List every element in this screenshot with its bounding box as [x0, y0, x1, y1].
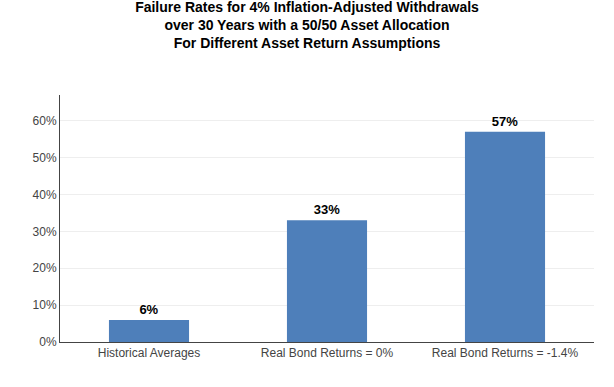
svg-text:0%: 0% [39, 335, 57, 349]
svg-text:30%: 30% [33, 225, 57, 239]
svg-text:6%: 6% [139, 302, 158, 317]
svg-text:Failure Rates for 4% Inflation: Failure Rates for 4% Inflation-Adjusted … [135, 0, 479, 51]
svg-text:Real Bond Returns = -1.4%: Real Bond Returns = -1.4% [432, 346, 579, 360]
svg-text:10%: 10% [33, 298, 57, 312]
svg-text:57%: 57% [492, 114, 518, 129]
svg-text:50%: 50% [33, 151, 57, 165]
svg-text:Historical Averages: Historical Averages [98, 346, 201, 360]
svg-text:60%: 60% [33, 114, 57, 128]
svg-text:20%: 20% [33, 261, 57, 275]
svg-text:40%: 40% [33, 188, 57, 202]
svg-text:Real Bond Returns = 0%: Real Bond Returns = 0% [261, 346, 394, 360]
svg-text:33%: 33% [314, 202, 340, 217]
